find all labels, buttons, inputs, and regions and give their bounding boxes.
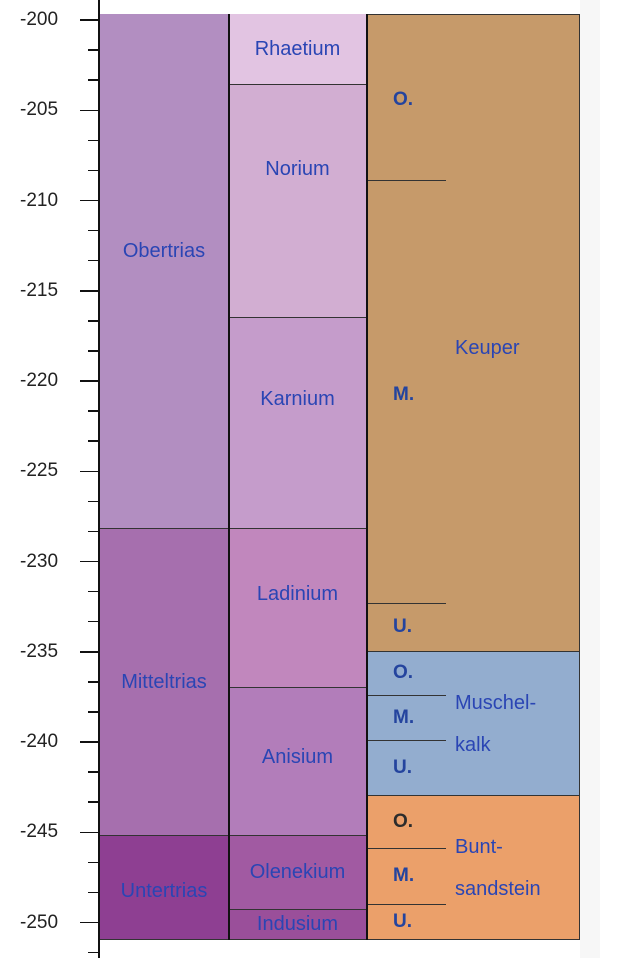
stage-block: Anisium xyxy=(229,687,367,836)
subdivision-separator xyxy=(368,602,446,604)
stage-block: Norium xyxy=(229,84,367,318)
epoch-block-label: Obertrias xyxy=(122,240,206,262)
major-tick xyxy=(80,199,98,202)
subdivision-label: O. xyxy=(393,89,414,110)
tick-label: -200 xyxy=(20,9,59,30)
stage-block-label: Norium xyxy=(265,157,330,180)
tick-label: -240 xyxy=(20,731,59,752)
minor-tick xyxy=(88,320,98,322)
tick-label: -235 xyxy=(20,640,59,662)
stage-block-label: Anisium xyxy=(261,746,334,769)
tick-label: -205 xyxy=(20,99,59,121)
minor-tick xyxy=(88,229,98,232)
major-tick xyxy=(80,109,98,111)
major-tick xyxy=(80,560,98,563)
lithology-group-name: Bunt-sandstein xyxy=(455,826,541,910)
epoch-block-label: Untertrias xyxy=(120,880,208,903)
minor-tick xyxy=(88,951,98,954)
minor-tick xyxy=(88,440,98,442)
tick-label: -230 xyxy=(20,550,59,572)
tick-label: -210 xyxy=(20,189,59,211)
lithology-group-block xyxy=(368,651,580,797)
tick-label: -225 xyxy=(20,460,59,482)
tick-label: -215 xyxy=(20,279,59,301)
lithology-group-name: Keuper xyxy=(455,327,520,369)
stage-block-label: Rhaetium xyxy=(254,37,341,60)
minor-tick xyxy=(88,590,98,593)
subdivision-separator xyxy=(368,903,446,905)
major-tick xyxy=(80,470,98,472)
tick-label: -220 xyxy=(20,370,59,391)
epoch-block: Untertrias xyxy=(100,835,229,940)
minor-tick xyxy=(88,771,98,773)
minor-tick xyxy=(88,410,98,412)
lithology-group-name: Muschel-kalk xyxy=(455,682,536,766)
major-tick xyxy=(80,921,98,924)
minor-tick xyxy=(88,49,98,51)
major-tick xyxy=(80,651,98,653)
subdivision-label: M. xyxy=(393,384,415,405)
stage-block: Karnium xyxy=(229,317,367,529)
stage-block: Rhaetium xyxy=(229,14,367,85)
major-tick xyxy=(80,380,98,382)
minor-tick xyxy=(88,79,98,81)
stage-block-label: Indusium xyxy=(256,913,339,936)
group-name-line: kalk xyxy=(455,733,491,756)
subdivision-label: M. xyxy=(393,865,415,887)
stage-block-label: Karnium xyxy=(260,387,335,410)
stage-block: Ladinium xyxy=(229,529,367,688)
subdivision-separator xyxy=(368,180,446,182)
group-name-line: sandstein xyxy=(455,878,541,901)
minor-tick xyxy=(88,620,98,623)
epoch-block: Obertrias xyxy=(100,14,229,529)
major-tick xyxy=(80,19,98,21)
minor-tick xyxy=(88,530,98,533)
major-tick xyxy=(80,741,98,743)
lithology-group-block xyxy=(368,796,580,940)
minor-tick xyxy=(88,711,98,713)
minor-tick xyxy=(88,500,98,503)
minor-tick xyxy=(88,801,98,803)
column-divider-stage-lithology xyxy=(366,14,368,940)
minor-tick xyxy=(88,891,98,894)
major-tick xyxy=(80,831,98,833)
subdivision-label: O. xyxy=(393,811,414,833)
subdivision-label: U. xyxy=(393,911,412,933)
group-name-line: Bunt- xyxy=(455,836,503,859)
subdivision-label: M. xyxy=(393,706,415,728)
minor-tick xyxy=(88,350,98,352)
stage-block-label: Ladinium xyxy=(256,582,339,605)
stage-block: Indusium xyxy=(229,909,367,940)
axis-line xyxy=(98,0,100,958)
epoch-block-label: Mitteltrias xyxy=(121,670,207,693)
right-margin-background xyxy=(580,0,600,958)
column-divider-epoch-stage xyxy=(228,14,230,940)
major-tick xyxy=(80,290,98,292)
lithology-group-block xyxy=(368,14,580,652)
minor-tick xyxy=(88,861,98,864)
group-name-line: Muschel- xyxy=(455,691,537,714)
minor-tick xyxy=(88,681,98,683)
epoch-block: Mitteltrias xyxy=(100,529,229,836)
tick-label: -245 xyxy=(20,821,59,843)
subdivision-separator xyxy=(368,694,446,696)
subdivision-separator xyxy=(368,739,446,741)
group-name-line: Keuper xyxy=(455,337,520,359)
subdivision-label: U. xyxy=(393,757,412,779)
minor-tick xyxy=(88,139,98,142)
subdivision-label: O. xyxy=(393,662,414,684)
stage-block: Olenekium xyxy=(229,835,367,910)
subdivision-label: U. xyxy=(393,616,412,638)
minor-tick xyxy=(88,169,98,172)
minor-tick xyxy=(88,259,98,262)
tick-label: -250 xyxy=(20,911,59,933)
stage-block-label: Olenekium xyxy=(249,861,346,884)
subdivision-separator xyxy=(368,847,446,849)
